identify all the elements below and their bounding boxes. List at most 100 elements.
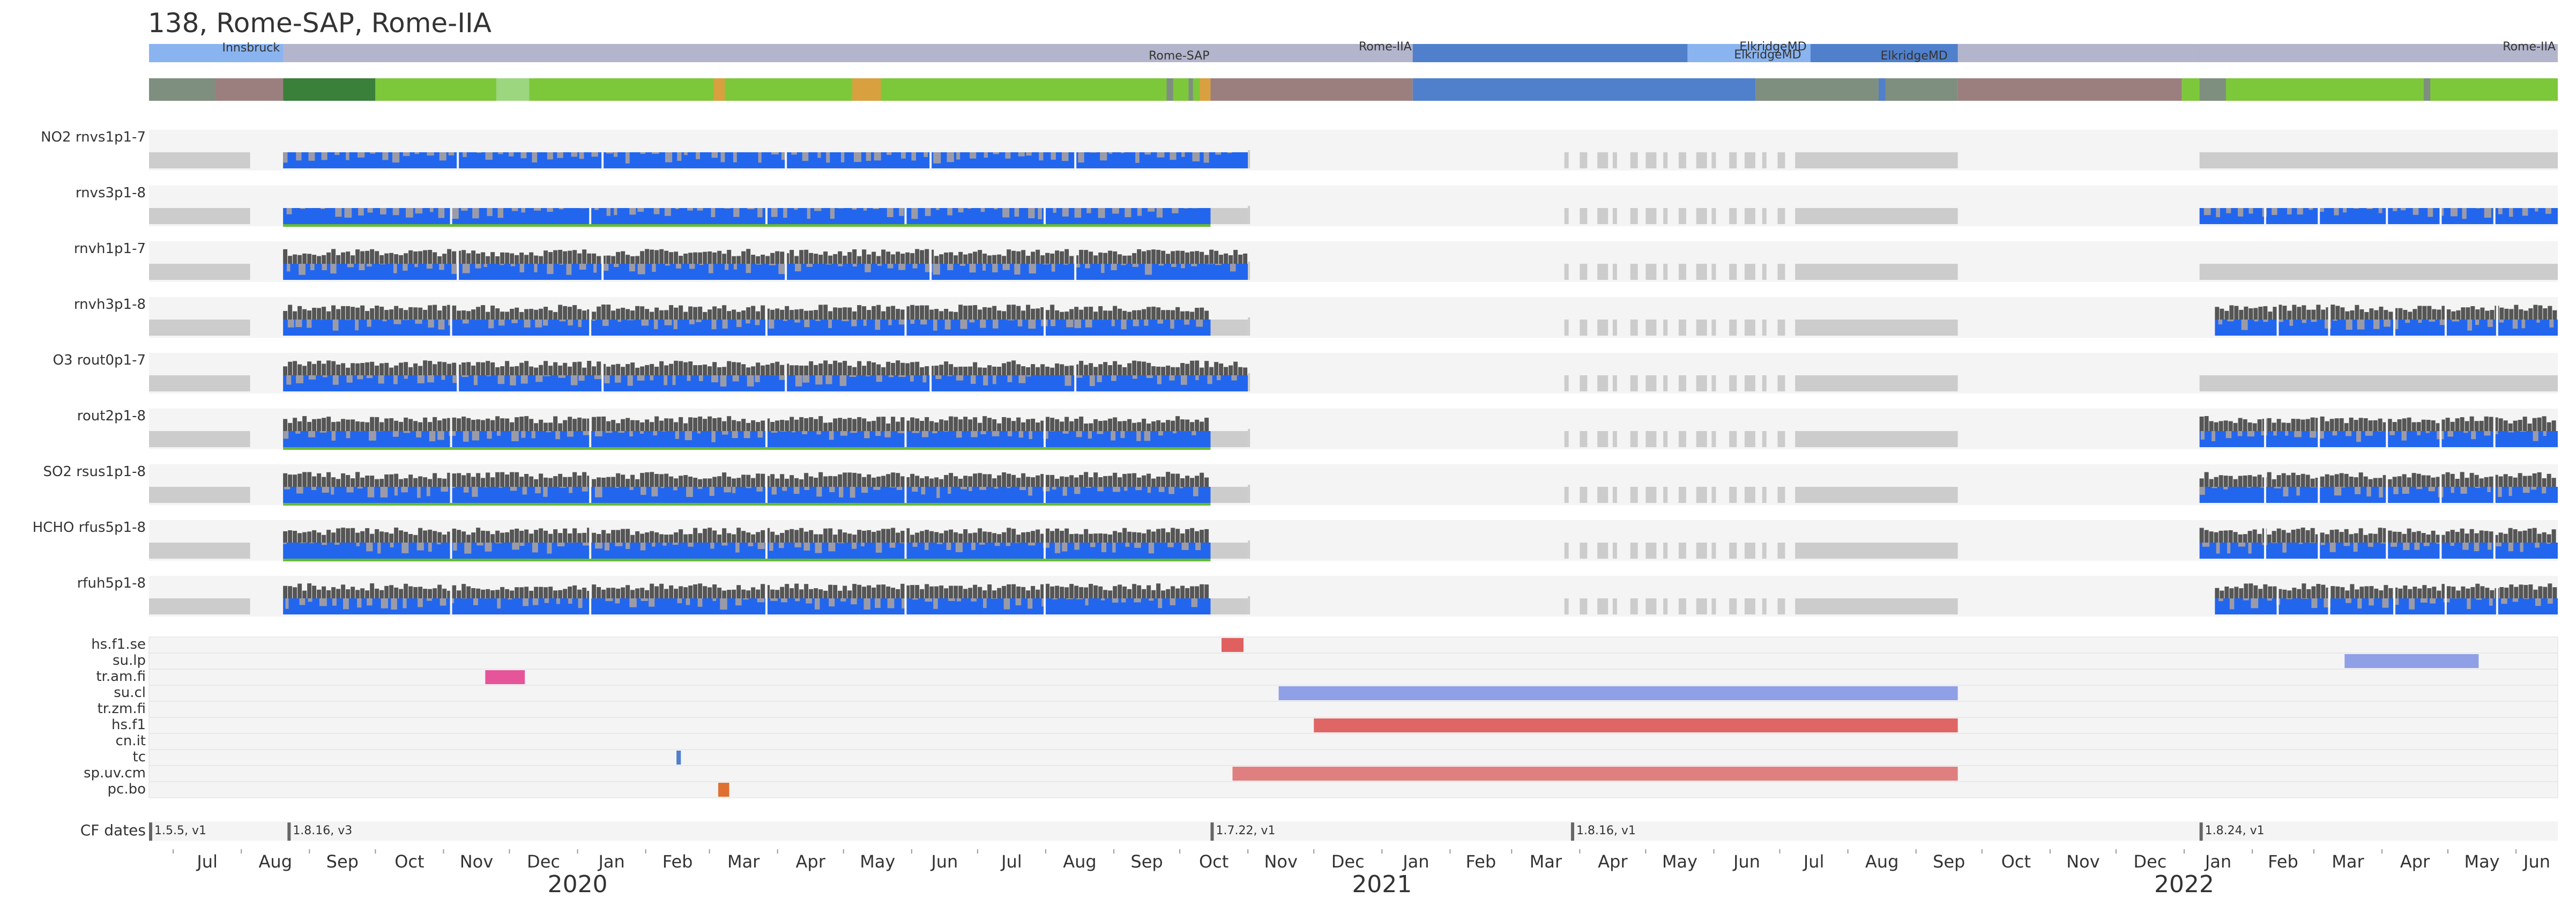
top-bar xyxy=(2403,585,2408,598)
data-gap xyxy=(601,359,604,391)
top-bar xyxy=(558,533,563,543)
variation-patch xyxy=(795,264,801,272)
variation-patch xyxy=(357,375,363,380)
data-gap xyxy=(765,582,768,614)
flag-line xyxy=(283,447,1211,450)
top-bar xyxy=(688,476,693,487)
top-bar xyxy=(1156,476,1161,487)
variation-patch xyxy=(296,152,302,161)
top-bar xyxy=(539,256,544,264)
variation-patch xyxy=(543,320,548,326)
top-bar xyxy=(2411,532,2416,543)
top-bar xyxy=(2247,422,2252,431)
top-bar xyxy=(891,528,896,543)
top-bar xyxy=(2416,531,2421,543)
variation-patch xyxy=(1121,264,1126,265)
top-bar xyxy=(457,590,461,598)
variation-patch xyxy=(1158,598,1163,609)
variation-patch xyxy=(758,152,762,163)
top-bar xyxy=(317,308,322,320)
top-bar xyxy=(399,479,404,487)
top-bar xyxy=(2233,532,2238,543)
top-bar xyxy=(683,534,688,543)
location-segment xyxy=(149,44,284,62)
top-bar xyxy=(524,255,529,264)
variation-patch xyxy=(521,431,526,438)
variation-patch xyxy=(983,598,987,609)
variation-patch xyxy=(2402,487,2409,494)
top-bar xyxy=(452,585,457,598)
inactive-tick xyxy=(1678,598,1686,614)
top-bar xyxy=(495,308,500,320)
variation-patch xyxy=(286,208,292,214)
top-bar xyxy=(1098,252,1103,264)
top-bar xyxy=(963,476,968,487)
variation-patch xyxy=(665,264,670,266)
top-bar xyxy=(934,422,939,431)
top-bar xyxy=(683,312,688,320)
top-bar xyxy=(2421,475,2426,487)
top-bar xyxy=(370,308,375,320)
top-bar xyxy=(2474,421,2479,431)
top-bar xyxy=(481,589,486,598)
inactive-tick xyxy=(1744,487,1755,503)
data-gap xyxy=(929,248,932,280)
top-bar xyxy=(688,417,693,431)
top-bar xyxy=(1098,586,1103,598)
location-label: ElkridgeMD xyxy=(1734,48,1801,62)
top-bar xyxy=(587,418,592,431)
top-bar xyxy=(2302,583,2306,598)
top-bar xyxy=(2437,309,2441,320)
variation-patch xyxy=(864,431,870,439)
variation-patch xyxy=(897,431,905,433)
top-bar xyxy=(379,307,384,320)
inactive-tick xyxy=(1597,208,1609,224)
top-bar xyxy=(2320,416,2325,431)
top-bar xyxy=(765,308,770,320)
top-bar xyxy=(2277,305,2282,320)
variation-patch xyxy=(711,208,716,218)
instrument-row xyxy=(149,297,2558,338)
top-bar xyxy=(992,590,997,598)
top-bar xyxy=(1093,419,1098,431)
variation-patch xyxy=(948,487,951,494)
top-bar xyxy=(958,478,963,487)
variation-patch xyxy=(346,375,353,383)
top-bar xyxy=(780,587,785,598)
data-gap xyxy=(2264,471,2266,503)
top-bar xyxy=(1021,366,1026,375)
top-bar xyxy=(982,254,987,264)
top-bar xyxy=(1007,584,1011,598)
top-bar xyxy=(283,419,288,431)
variation-patch xyxy=(2535,598,2541,606)
data-gap xyxy=(589,582,592,614)
month-label: Jul xyxy=(1000,851,1022,872)
variation-patch xyxy=(2423,543,2430,546)
top-bar xyxy=(2378,528,2383,543)
top-bar xyxy=(2538,586,2543,598)
top-bar xyxy=(939,254,944,264)
top-bar xyxy=(847,366,852,375)
top-bar xyxy=(814,254,818,264)
variation-patch xyxy=(1144,431,1151,441)
variation-patch xyxy=(1076,375,1083,378)
variation-patch xyxy=(1171,264,1177,267)
top-bar xyxy=(1064,477,1069,487)
top-bar xyxy=(322,418,326,431)
top-bar xyxy=(336,528,341,543)
variation-patch xyxy=(323,375,327,377)
variation-patch xyxy=(417,375,425,383)
top-bar xyxy=(799,479,804,487)
top-bar xyxy=(2514,587,2519,598)
top-bar xyxy=(312,419,317,431)
top-bar xyxy=(828,584,833,598)
top-bar xyxy=(336,364,341,375)
top-bar xyxy=(780,474,785,487)
top-bar xyxy=(1084,423,1089,431)
variation-patch xyxy=(746,264,751,273)
variation-patch xyxy=(321,152,327,160)
top-bar xyxy=(775,590,780,598)
top-bar xyxy=(939,365,944,375)
top-bar xyxy=(934,365,939,375)
top-bar xyxy=(732,420,736,431)
